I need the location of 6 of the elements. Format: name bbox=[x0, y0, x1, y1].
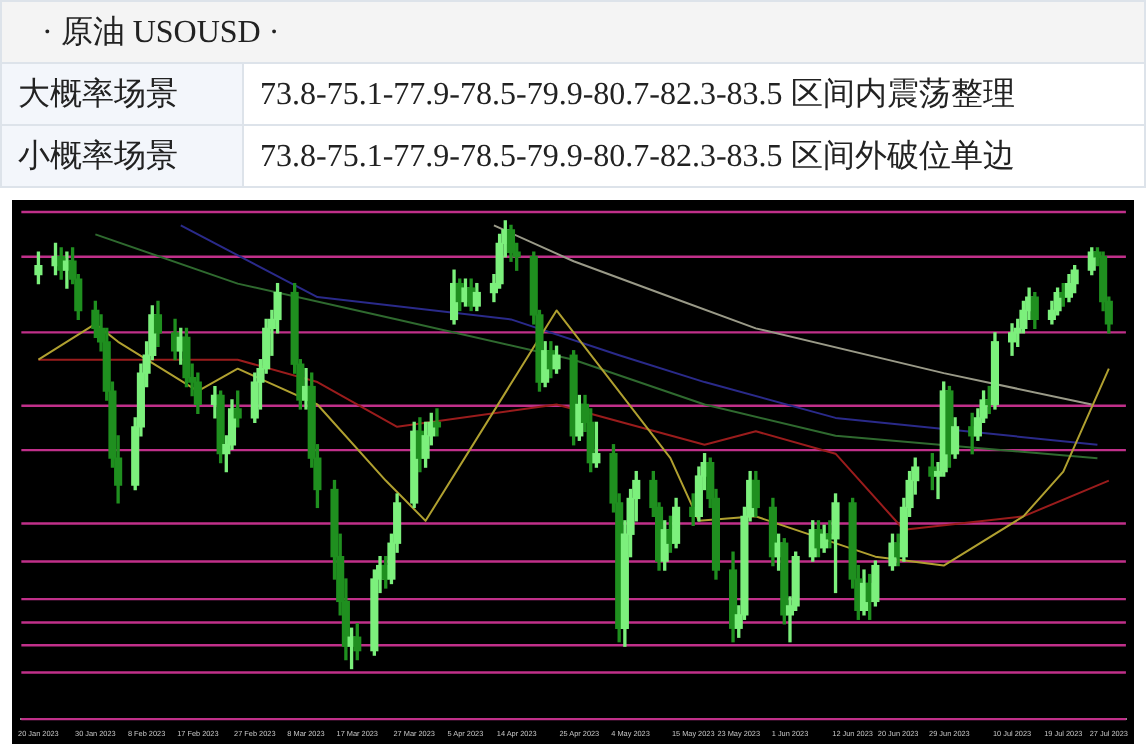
chart-title: · 原油 USOUSD · bbox=[1, 1, 1145, 63]
text: 73.8-75.1-77.9-78.5-79.9-80.7-82.3-83.5 区间外破位单边 bbox=[243, 125, 1145, 187]
text: 大概率场景 bbox=[1, 63, 243, 125]
text: 小概率场景 bbox=[1, 125, 243, 187]
candlestick bbox=[432, 408, 442, 437]
text: 73.8-75.1-77.9-78.5-79.9-80.7-82.3-83.5 区间内震荡整理 bbox=[243, 63, 1145, 125]
